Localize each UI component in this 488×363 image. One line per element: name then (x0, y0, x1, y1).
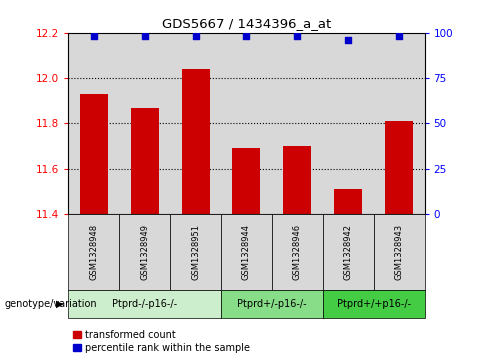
Bar (80, 94, 108, 214)
Text: Ptprd+/+p16-/-: Ptprd+/+p16-/- (337, 299, 411, 309)
Text: GSM1328949: GSM1328949 (140, 224, 149, 280)
Text: GSM1328946: GSM1328946 (293, 224, 302, 280)
Point (243, 33, 250, 39)
Text: GSM1328944: GSM1328944 (242, 224, 251, 280)
Legend: transformed count, percentile rank within the sample: transformed count, percentile rank withi… (73, 330, 250, 353)
Text: GSM1328943: GSM1328943 (395, 224, 404, 280)
Bar (131, 107, 159, 214)
Point (141, 33, 148, 39)
Bar (182, 69, 209, 214)
Text: GSM1328951: GSM1328951 (191, 224, 200, 280)
Bar (284, 146, 311, 214)
Text: Ptprd-/-p16-/-: Ptprd-/-p16-/- (112, 299, 177, 309)
Point (90, 33, 98, 39)
Bar (232, 148, 261, 214)
Text: ▶: ▶ (56, 299, 63, 309)
Point (395, 33, 403, 39)
Bar (385, 121, 413, 214)
Text: genotype/variation: genotype/variation (5, 299, 98, 309)
Text: Ptprd+/-p16-/-: Ptprd+/-p16-/- (237, 299, 306, 309)
Text: GSM1328948: GSM1328948 (89, 224, 98, 280)
Text: GSM1328942: GSM1328942 (344, 224, 353, 280)
Bar (334, 189, 362, 214)
Point (293, 33, 301, 39)
Title: GDS5667 / 1434396_a_at: GDS5667 / 1434396_a_at (162, 17, 331, 30)
Point (345, 37, 352, 43)
Point (192, 33, 200, 39)
